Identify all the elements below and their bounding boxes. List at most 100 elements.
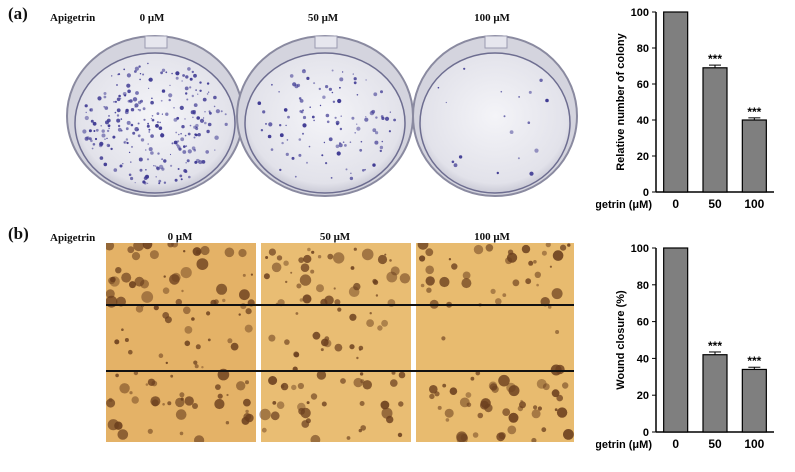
cell-cluster [184, 396, 194, 406]
cell-cluster [124, 338, 129, 342]
colony-dot [147, 143, 149, 145]
colony-dot [286, 139, 289, 141]
colony-dot [132, 97, 138, 102]
cell-cluster [302, 294, 312, 304]
colony-dot [283, 108, 288, 112]
panel-b-dose-100: 100 μM [474, 231, 510, 243]
cell-cluster [134, 276, 145, 287]
wound-cells [106, 243, 574, 442]
colony-dot [359, 148, 363, 152]
cell-cluster [238, 313, 241, 316]
colony-dot [173, 118, 178, 122]
cell-cluster [214, 398, 225, 410]
cell-cluster [537, 406, 542, 411]
colony-dot [384, 116, 390, 121]
cell-cluster [333, 287, 336, 290]
cell-cluster [242, 273, 246, 277]
cell-cluster [230, 342, 239, 351]
colony-dot [196, 116, 200, 120]
colony-dot [372, 163, 376, 167]
colony-dot [184, 118, 186, 120]
colony-dot [388, 130, 391, 133]
cell-cluster [502, 293, 507, 297]
cell-cluster [272, 401, 277, 405]
colony-dot [181, 80, 183, 82]
cell-cluster [472, 432, 479, 438]
colony-dot [120, 118, 123, 120]
colony-dot [451, 160, 455, 164]
colony-dot [193, 136, 196, 139]
cell-cluster [549, 265, 552, 268]
colony-dot [463, 67, 466, 70]
colony-dot [135, 91, 139, 95]
cell-cluster [191, 317, 195, 321]
y-axis-label: Relative number of colony [615, 32, 627, 170]
cell-cluster [498, 374, 510, 387]
colony-dot [90, 119, 94, 123]
colony-dot [302, 132, 304, 135]
cell-cluster [417, 243, 429, 250]
colony-dot [518, 96, 520, 98]
colony-dot [138, 100, 142, 105]
cell-cluster [560, 244, 567, 251]
colony-dot [111, 75, 113, 77]
colony-dot [161, 158, 163, 161]
colony-dot [137, 122, 140, 125]
colony-dot [389, 111, 391, 113]
colony-dot [294, 175, 297, 178]
cell-cluster [541, 427, 547, 433]
colony-dot [179, 105, 184, 110]
colony-dot [375, 131, 379, 135]
cell-cluster [215, 384, 221, 390]
colony-dot [155, 176, 157, 178]
cell-cluster [420, 283, 425, 288]
colony-dot [279, 133, 284, 138]
cell-cluster [299, 298, 304, 302]
colony-dot [342, 141, 345, 143]
colony-dot [116, 118, 121, 123]
colony-dot [207, 91, 210, 93]
panel-b-dose-50: 50 μM [319, 231, 351, 243]
colony-dot [260, 129, 264, 132]
cell-cluster [200, 245, 210, 256]
colony-dot [517, 157, 520, 160]
colony-dot [160, 133, 165, 138]
colony-dot [352, 73, 354, 75]
cell-cluster [114, 421, 123, 430]
colony-dot [279, 124, 282, 127]
colony-dot [496, 171, 499, 175]
colony-dot [139, 78, 141, 81]
cell-cluster [337, 307, 342, 312]
colony-dot [122, 163, 124, 165]
colony-dot [134, 182, 136, 184]
colony-dot [298, 153, 302, 157]
cell-cluster [520, 399, 523, 403]
cell-cluster [360, 379, 365, 384]
colony-dot [214, 149, 216, 151]
colony-dot [177, 168, 180, 170]
cell-cluster [333, 252, 345, 264]
y-tick-label: 0 [643, 427, 649, 439]
colony-dot [114, 111, 117, 114]
colony-dot [393, 118, 396, 122]
colony-dot [103, 106, 105, 108]
colony-dot [193, 73, 197, 78]
cell-cluster [243, 413, 251, 421]
colony-dot [180, 178, 183, 181]
colony-dot [142, 73, 145, 76]
colony-dot [116, 114, 120, 117]
colony-dot [189, 77, 193, 81]
colony-dot [99, 156, 104, 160]
colony-dot [203, 117, 205, 119]
colony-dot [173, 140, 178, 145]
colony-dot [360, 140, 363, 143]
cell-cluster [307, 247, 311, 252]
cell-cluster [110, 276, 116, 283]
colony-dot [213, 105, 216, 108]
colony-dot [458, 155, 463, 159]
cell-cluster [131, 396, 139, 404]
colony-dot [125, 127, 129, 131]
cell-cluster [556, 394, 563, 402]
colony-dot [160, 99, 163, 102]
cell-cluster [207, 338, 211, 342]
